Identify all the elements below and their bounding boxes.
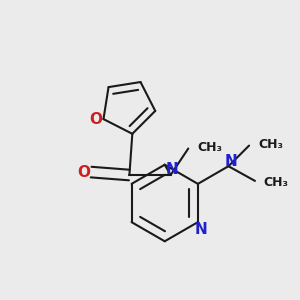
Text: N: N (166, 162, 178, 177)
Text: N: N (224, 154, 237, 169)
Text: O: O (77, 165, 90, 180)
Text: O: O (90, 112, 103, 127)
Text: N: N (194, 222, 207, 237)
Text: CH₃: CH₃ (197, 141, 222, 154)
Text: CH₃: CH₃ (264, 176, 289, 189)
Text: CH₃: CH₃ (258, 138, 283, 151)
